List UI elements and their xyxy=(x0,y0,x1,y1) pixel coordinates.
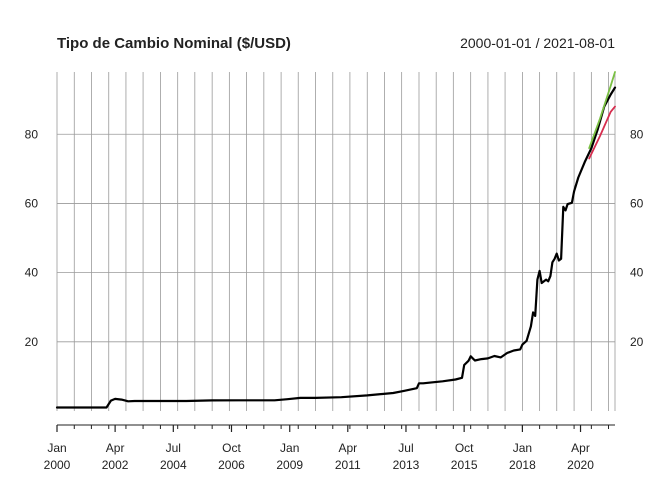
date-range-label: 2000-01-01 / 2021-08-01 xyxy=(460,35,615,51)
x-tick-label-year: 2004 xyxy=(160,458,187,472)
y-tick-label-right: 60 xyxy=(630,196,644,210)
x-tick-label-year: 2013 xyxy=(393,458,420,472)
x-tick-label-month: Jul xyxy=(398,441,413,455)
x-tick-label-month: Apr xyxy=(338,441,357,455)
y-tick-label-left: 80 xyxy=(25,127,39,141)
x-tick-label-year: 2009 xyxy=(276,458,303,472)
y-tick-label-left: 40 xyxy=(25,266,39,280)
x-tick-label-month: Jan xyxy=(513,441,532,455)
x-tick-label-month: Oct xyxy=(222,441,241,455)
y-tick-label-right: 40 xyxy=(630,266,644,280)
x-tick-label-year: 2020 xyxy=(567,458,594,472)
x-tick-label-year: 2011 xyxy=(335,458,361,472)
series-line-1 xyxy=(55,86,617,409)
x-tick-label-month: Jan xyxy=(47,441,66,455)
x-tick-label-month: Jan xyxy=(280,441,299,455)
series-line-2 xyxy=(588,71,616,150)
x-tick-label-month: Apr xyxy=(571,441,590,455)
x-tick-label-month: Apr xyxy=(106,441,125,455)
series-group xyxy=(55,71,617,409)
grid xyxy=(56,72,616,411)
y-tick-label-left: 20 xyxy=(25,335,39,349)
chart-title: Tipo de Cambio Nominal ($/USD) xyxy=(57,35,291,52)
y-tick-label-left: 60 xyxy=(25,196,39,210)
x-tick-label-year: 2000 xyxy=(44,458,71,472)
x-tick-label-year: 2018 xyxy=(509,458,536,472)
x-tick-label-year: 2002 xyxy=(102,458,129,472)
x-tick-label-year: 2015 xyxy=(451,458,478,472)
x-tick-label-month: Jul xyxy=(166,441,181,455)
y-tick-label-right: 80 xyxy=(630,127,644,141)
y-tick-label-right: 20 xyxy=(630,335,644,349)
x-tick-label-year: 2006 xyxy=(218,458,245,472)
series-line-3 xyxy=(588,105,616,160)
x-tick-label-month: Oct xyxy=(455,441,474,455)
